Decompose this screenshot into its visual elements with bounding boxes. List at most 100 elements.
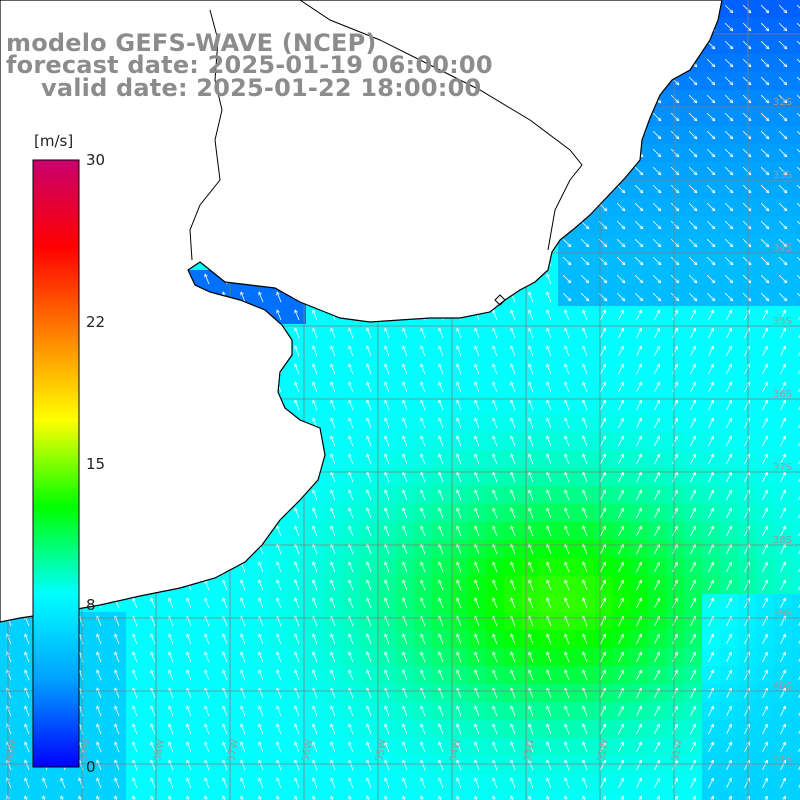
wind-arrow [760, 4, 770, 14]
field-cell [792, 720, 800, 738]
wind-arrow [724, 40, 734, 50]
colorbar-gradient [32, 159, 80, 768]
field-cell [792, 18, 800, 36]
field-cell [666, 792, 684, 800]
field-cell [198, 792, 216, 800]
wind-arrow [778, 22, 788, 32]
field-cell [54, 792, 72, 800]
field-cell [270, 792, 288, 800]
field-cell [414, 792, 432, 800]
field-cell [486, 792, 504, 800]
field-cell [432, 792, 450, 800]
field-cell [72, 792, 90, 800]
field-cell [684, 792, 702, 800]
field-cell [594, 792, 612, 800]
field-cell [792, 198, 800, 216]
wind-arrow [778, 40, 788, 50]
wind-arrow [760, 22, 770, 32]
field-cell [504, 792, 522, 800]
field-cell [792, 360, 800, 378]
field-cell [792, 702, 800, 720]
field-cell [792, 126, 800, 144]
field-cell [792, 648, 800, 666]
field-cell [792, 0, 800, 18]
field-cell [522, 792, 540, 800]
field-cell [792, 738, 800, 756]
field-cell [792, 630, 800, 648]
colorbar-tick-label: 0 [86, 758, 96, 776]
field-cell [576, 792, 594, 800]
field-cell [792, 666, 800, 684]
field-cell [0, 792, 18, 800]
colorbar-tick-label: 15 [86, 454, 106, 473]
field-cell [774, 792, 792, 800]
field-cell [792, 594, 800, 612]
field-cell [792, 54, 800, 72]
field-cell [792, 486, 800, 504]
field-cell [792, 558, 800, 576]
latitude-label: 41S [773, 754, 792, 765]
field-cell [540, 792, 558, 800]
field-cell [468, 792, 486, 800]
colorbar-tick-label: 22 [86, 312, 106, 331]
field-cell [792, 504, 800, 522]
field-cell [792, 522, 800, 540]
field-cell [792, 450, 800, 468]
field-cell [252, 792, 270, 800]
field-cell [396, 792, 414, 800]
field-cell [612, 792, 630, 800]
field-cell [378, 792, 396, 800]
field-cell [792, 612, 800, 630]
field-cell [738, 792, 756, 800]
field-cell [756, 792, 774, 800]
field-cell [36, 792, 54, 800]
field-cell [108, 792, 126, 800]
field-cell [558, 792, 576, 800]
latitude-label: 37S [773, 462, 792, 473]
field-cell [792, 180, 800, 198]
field-cell [792, 378, 800, 396]
field-cell [792, 414, 800, 432]
field-cell [792, 252, 800, 270]
field-cell [792, 576, 800, 594]
field-cell [126, 792, 144, 800]
field-cell [792, 144, 800, 162]
field-cell [162, 792, 180, 800]
field-cell [306, 792, 324, 800]
field-cell [792, 288, 800, 306]
field-cell [792, 108, 800, 126]
field-cell [792, 396, 800, 414]
field-cell [792, 270, 800, 288]
colorbar-unit-label: [m/s] [34, 132, 74, 150]
wind-arrow [760, 40, 770, 50]
field-cell [792, 468, 800, 486]
field-cell [234, 792, 252, 800]
field-cell [630, 792, 648, 800]
field-cell [792, 234, 800, 252]
field-cell [342, 792, 360, 800]
field-cell [792, 432, 800, 450]
wind-arrow [724, 22, 734, 32]
field-cell [702, 792, 720, 800]
latitude-label: 36S [773, 389, 792, 400]
field-cell [792, 72, 800, 90]
field-cell [792, 162, 800, 180]
field-cell [720, 792, 738, 800]
latitude-label: 35S [773, 316, 792, 327]
wind-arrow [778, 4, 788, 14]
field-cell [792, 774, 800, 792]
colorbar-tick-label: 30 [86, 151, 106, 169]
wind-arrow [724, 4, 734, 14]
wind-arrow [796, 22, 800, 27]
latitude-label: 33S [773, 170, 792, 181]
latitude-label: 34S [773, 243, 792, 254]
title-valid-date: valid date: 2025-01-22 18:00:00 [41, 74, 482, 102]
field-cell [792, 342, 800, 360]
colorbar-tick-label: 8 [86, 596, 96, 615]
field-cell [18, 792, 36, 800]
field-cell [792, 216, 800, 234]
wind-arrow [796, 4, 800, 9]
latitude-label: 40S [773, 681, 792, 692]
